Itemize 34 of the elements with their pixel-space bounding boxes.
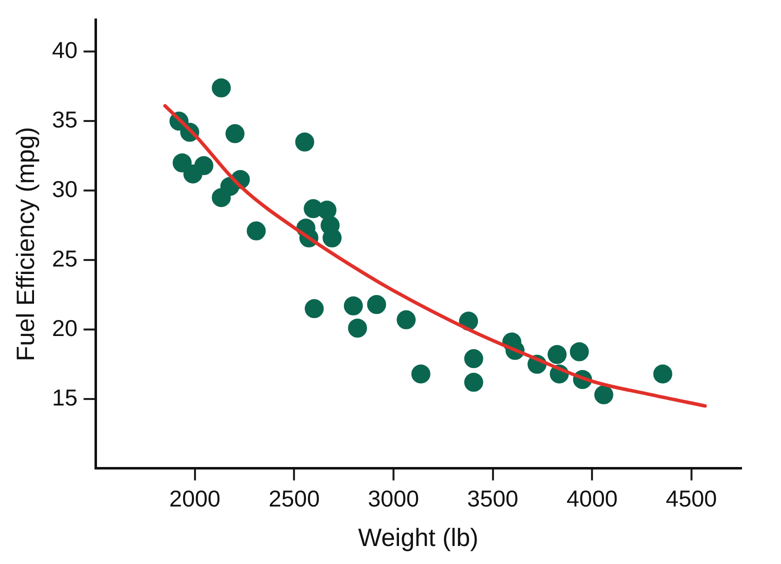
point [411,364,430,384]
point [246,221,266,240]
y-tick-label: 15 [52,384,78,410]
point [548,345,567,364]
x-tick-label: 3000 [368,486,420,512]
x-tick-label: 2000 [169,486,220,512]
y-tick-label: 25 [52,245,78,272]
point [344,296,363,316]
point [367,295,386,314]
y-axis-title: Fuel Efficiency (mpg) [12,126,40,362]
point [225,124,244,144]
x-axis-title: Weight (lb) [358,524,478,552]
point [464,372,484,392]
point [570,342,589,362]
point [317,200,336,220]
point [653,364,672,384]
point [348,318,368,338]
point [396,310,416,330]
point [464,349,484,368]
x-tick-label: 3500 [467,486,518,512]
x-tick-label: 4500 [666,486,717,512]
y-tick-label: 35 [52,106,78,133]
point [304,299,324,318]
x-tick-label: 2500 [268,486,320,512]
point [172,153,192,172]
point [295,132,314,152]
y-tick-label: 40 [52,37,78,64]
point [194,156,214,176]
x-tick-label: 4000 [566,486,618,512]
point [594,385,614,404]
point [212,78,231,98]
line-series [163,104,707,408]
y-tick-label: 20 [52,314,78,341]
y-tick-label: 30 [52,176,78,202]
